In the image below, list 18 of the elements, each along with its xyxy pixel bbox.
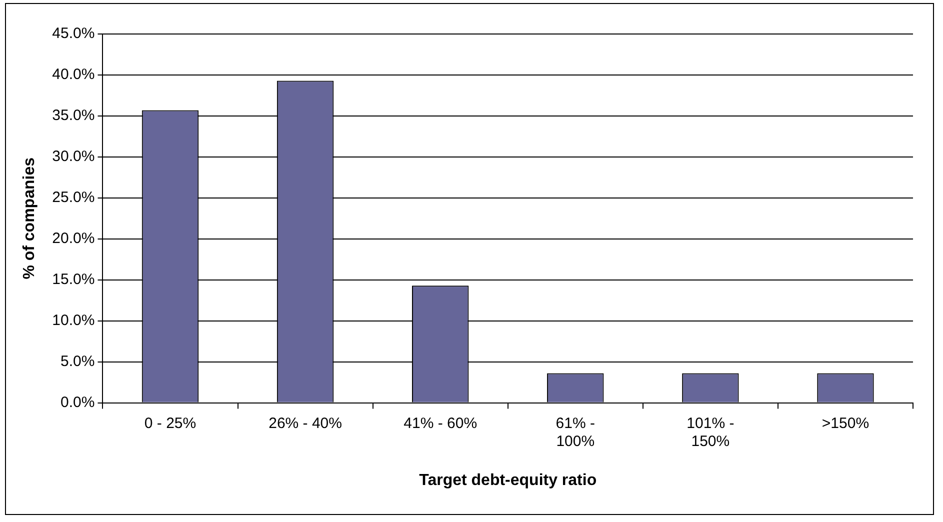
- y-tick-label: 40.0%: [52, 66, 95, 84]
- y-tick-label: 30.0%: [52, 148, 95, 166]
- x-tick-label: 41% - 60%: [404, 414, 478, 432]
- y-tick-label: 45.0%: [52, 25, 95, 42]
- x-tick-label: 0 - 25%: [144, 414, 196, 432]
- y-tick-label: 25.0%: [52, 189, 95, 206]
- x-axis-title: Target debt-equity ratio: [419, 472, 597, 489]
- x-tick-label: >150%: [822, 414, 870, 432]
- y-tick-label: 35.0%: [52, 107, 95, 124]
- y-tick-label: 0.0%: [60, 394, 95, 411]
- y-tick-label: 20.0%: [52, 230, 95, 248]
- x-tick-label: 26% - 40%: [268, 414, 342, 432]
- y-tick-label: 5.0%: [60, 352, 95, 370]
- x-tick-label: 61% - 100%: [556, 414, 595, 450]
- y-tick-label: 10.0%: [52, 312, 95, 329]
- x-tick-label: 101% - 150%: [686, 414, 734, 450]
- y-axis-title: % of companies: [21, 157, 38, 280]
- y-tick-label: 15.0%: [52, 271, 95, 288]
